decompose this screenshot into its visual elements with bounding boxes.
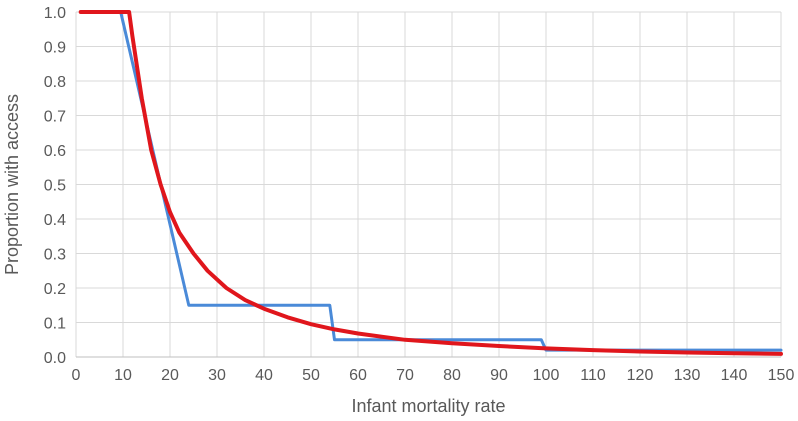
x-tick-label: 120 [627,367,654,384]
series-line-smooth [78,10,783,356]
y-tick-label: 0.3 [44,247,66,264]
y-tick-label: 0.0 [44,350,66,367]
x-tick-label: 40 [255,367,273,384]
x-tick-label: 140 [721,367,748,384]
series-lines [78,10,783,356]
x-tick-label: 70 [396,367,414,384]
y-tick-label: 0.5 [44,178,66,195]
y-tick-label: 0.9 [44,40,66,57]
y-tick-label: 0.8 [44,74,66,91]
x-tick-label: 50 [302,367,320,384]
x-tick-label: 30 [208,367,226,384]
series-line-piecewise [119,10,783,352]
gridlines [75,11,782,358]
y-tick-label: 0.6 [44,143,66,160]
x-tick-label: 10 [114,367,132,384]
x-tick-label: 20 [161,367,179,384]
x-axis-title: Infant mortality rate [351,396,505,416]
x-tick-labels: 0 10 20 30 40 50 60 70 80 90 100 110 120 130 140 150 [72,367,795,384]
x-tick-label: 60 [349,367,367,384]
x-tick-label: 130 [674,367,701,384]
y-axis-title: Proportion with access [2,94,22,275]
y-tick-label: 0.2 [44,281,66,298]
x-tick-label: 110 [580,367,606,384]
x-tick-label: 150 [768,367,795,384]
y-tick-labels: 0.0 0.1 0.2 0.3 0.4 0.5 0.6 0.7 0.8 0.9 1.0 [44,5,66,367]
x-tick-label: 80 [443,367,461,384]
y-tick-label: 0.4 [44,212,66,229]
y-tick-label: 1.0 [44,5,66,22]
y-tick-label: 0.7 [44,109,66,126]
x-tick-label: 0 [72,367,81,384]
x-tick-label: 90 [490,367,508,384]
x-tick-label: 100 [533,367,560,384]
y-tick-label: 0.1 [44,316,66,333]
